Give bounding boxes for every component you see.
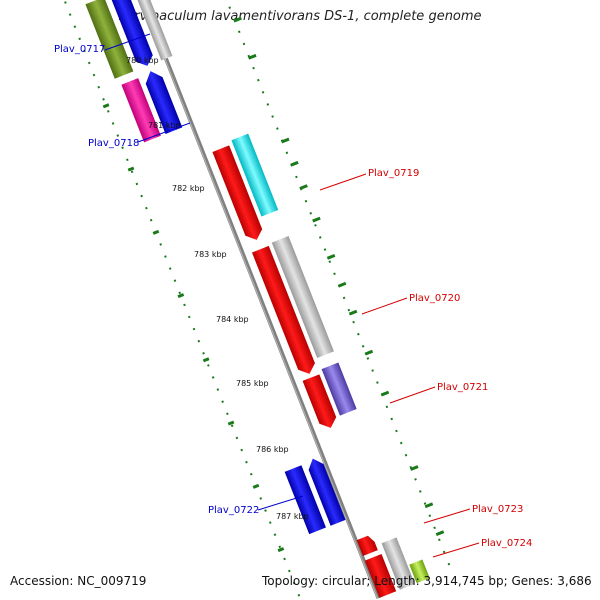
leader-plav-0720 xyxy=(361,297,408,315)
gene-label-plav-0720[interactable]: Plav_0720 xyxy=(409,293,460,304)
gene-plav-0718-feature[interactable] xyxy=(121,78,161,143)
gene-blue-reverse-feature-2[interactable] xyxy=(305,456,346,526)
leader-plav-0724 xyxy=(432,542,480,558)
leader-plav-0722 xyxy=(257,495,304,511)
kbp-label-787: 787 kbp xyxy=(276,512,309,521)
kbp-label-783: 783 kbp xyxy=(194,250,227,259)
gene-grey-feature-bottom[interactable] xyxy=(381,537,415,590)
kbp-tick-786 xyxy=(252,483,260,489)
accession-text: Accession: NC_009719 xyxy=(10,574,147,588)
gene-plav-0717-feature[interactable] xyxy=(85,0,134,79)
gene-plav-0721-feature[interactable] xyxy=(321,362,357,416)
leader-plav-0719 xyxy=(319,173,367,191)
leader-plav-0721 xyxy=(389,386,436,404)
kbp-label-784: 784 kbp xyxy=(216,315,249,324)
gene-red-feature-short[interactable] xyxy=(302,374,340,431)
gene-label-plav-0721[interactable]: Plav_0721 xyxy=(437,382,488,393)
gene-red-feature-long[interactable] xyxy=(252,245,318,377)
kbp-tick-785 xyxy=(227,420,235,426)
gene-red-feature-upper[interactable] xyxy=(212,145,265,243)
gene-lime-feature-bottom[interactable] xyxy=(409,559,430,584)
kbp-label-781: 781 kbp xyxy=(148,121,181,130)
kbp-tick-780 xyxy=(102,103,110,109)
gene-label-plav-0719[interactable]: Plav_0719 xyxy=(368,168,419,179)
gene-plav-0724-feature[interactable] xyxy=(364,554,397,598)
gene-label-plav-0723[interactable]: Plav_0723 xyxy=(472,504,523,515)
kbp-tick-782 xyxy=(152,229,160,235)
genome-summary-text: Topology: circular; Length: 3,914,745 bp… xyxy=(262,574,592,588)
gene-plav-0722-feature[interactable] xyxy=(284,465,326,535)
genome-backbone xyxy=(131,0,381,599)
kbp-tick-787 xyxy=(277,547,285,553)
kbp-tick-783 xyxy=(177,293,185,299)
gene-label-plav-0722[interactable]: Plav_0722 xyxy=(208,505,259,516)
genome-track xyxy=(64,0,453,600)
gene-label-plav-0718[interactable]: Plav_0718 xyxy=(88,138,139,149)
gene-label-plav-0724[interactable]: Plav_0724 xyxy=(481,538,532,549)
gene-blue-forward-feature[interactable] xyxy=(109,0,156,69)
backbone-highlight xyxy=(131,0,379,599)
map-title: Parvibaculum lavamentivorans DS-1, compl… xyxy=(118,9,482,24)
gene-grey-feature-top[interactable] xyxy=(131,0,173,61)
kbp-label-780: 780 kbp xyxy=(126,56,159,65)
leader-plav-0718 xyxy=(137,122,191,143)
gene-plav-0720-feature[interactable] xyxy=(271,235,334,358)
gene-plav-0723-feature[interactable] xyxy=(356,534,378,556)
leader-plav-0723 xyxy=(423,508,471,524)
kbp-label-785: 785 kbp xyxy=(236,379,269,388)
kbp-label-782: 782 kbp xyxy=(172,184,205,193)
gene-blue-reverse-feature[interactable] xyxy=(142,68,183,134)
outer-ring-bars xyxy=(233,16,445,537)
kbp-tick-781 xyxy=(127,166,135,172)
gene-plav-0719-feature[interactable] xyxy=(231,133,279,217)
gene-label-plav-0717[interactable]: Plav_0717 xyxy=(54,44,105,55)
kbp-label-786: 786 kbp xyxy=(256,445,289,454)
kbp-tick-784 xyxy=(202,357,210,363)
leader-plav-0717 xyxy=(104,33,151,51)
